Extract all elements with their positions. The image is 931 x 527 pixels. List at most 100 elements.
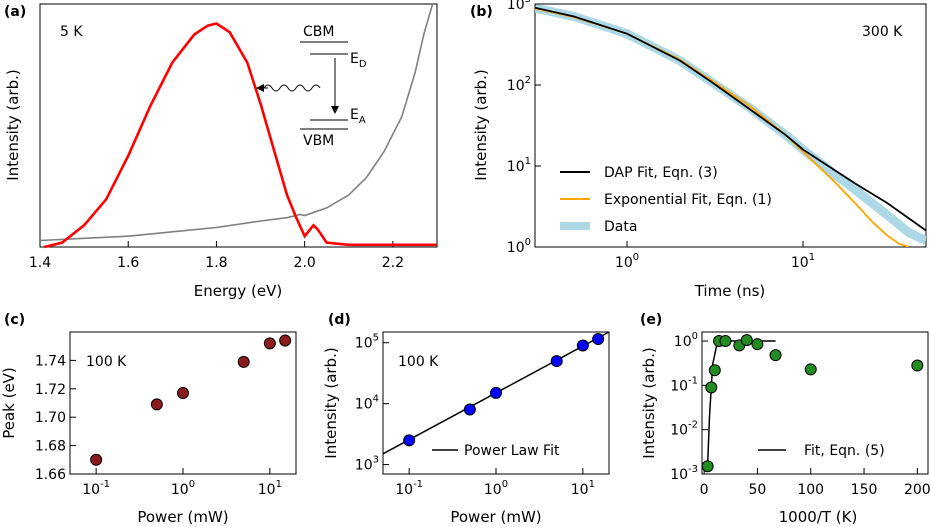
y-axis-label-d: Intensity (arb.)	[322, 347, 340, 458]
annotation-temperature-d: 100 K	[398, 354, 439, 370]
y-tick-label: 10-1	[670, 375, 698, 394]
series-group-b	[535, 4, 926, 247]
annotation-temperature-b: 300 K	[862, 24, 903, 40]
legend-b: DAP Fit, Eqn. (3) Exponential Fit, Eqn. (…	[560, 165, 772, 235]
panel-label-a: (a)	[4, 4, 26, 20]
y-tick-label: 1.74	[35, 353, 66, 369]
y-tick-label: 103	[355, 455, 379, 474]
y-tick-label: 10-2	[670, 420, 698, 439]
absorption-curve	[39, 3, 434, 242]
panel-a: (a) 1.4 1.6 1.8 2.0 2.2 5 K Energy (eV) Inte…	[4, 3, 438, 300]
panel-label-b: (b)	[470, 4, 493, 20]
data-point	[705, 381, 718, 394]
x-tick-label: 150	[851, 482, 878, 498]
data-point	[804, 363, 817, 376]
panel-d: (d) 10-1 100 101 103 104 105 100 K Power (mW)…	[322, 312, 610, 526]
series-line-1	[535, 7, 910, 247]
x-tick-label: 101	[571, 479, 595, 498]
data-point	[150, 398, 163, 411]
panel-label-c: (c)	[4, 312, 25, 328]
data-point	[576, 339, 589, 352]
y-tick-label: 103	[507, 0, 531, 13]
label-cbm: CBM	[303, 24, 334, 40]
panel-label-e: (e)	[640, 312, 662, 328]
legend-label-1: Exponential Fit, Eqn. (1)	[604, 192, 772, 208]
panel-c: (c) 10-1 100 101 1.66 1.68 1.70 1.72 1.74 100 K…	[0, 312, 297, 526]
x-tick-label: 100	[615, 252, 639, 271]
label-ea: EA	[350, 107, 366, 126]
x-axis-label-b: Time (ns)	[694, 282, 766, 300]
label-vbm: VBM	[303, 133, 334, 149]
x-tick-label: 101	[258, 479, 282, 498]
data-point	[769, 349, 782, 362]
y-tick-label: 10-3	[670, 464, 698, 483]
ticks-e: 0 50 100 150 200 10-3 10-2 10-1 100	[670, 331, 931, 498]
label-ed: ED	[350, 51, 367, 70]
band-diagram: CBM ED EA VBM	[256, 24, 367, 149]
photon-wave	[263, 84, 321, 92]
plot-frame-e	[701, 331, 929, 475]
y-tick-label: 100	[674, 331, 698, 350]
y-axis-label-a: Intensity (arb.)	[4, 69, 22, 180]
x-tick-label: 1.4	[29, 255, 51, 271]
series-group-e	[701, 334, 924, 473]
data-point	[237, 355, 250, 368]
x-axis-label-e: 1000/T (K)	[779, 508, 858, 526]
x-tick-label: 2.0	[294, 255, 316, 271]
data-point	[90, 453, 103, 466]
y-tick-label: 1.70	[35, 410, 66, 426]
y-tick-label: 105	[355, 333, 379, 352]
data-point	[403, 434, 416, 447]
plot-frame-b	[534, 3, 927, 248]
emission-curve	[44, 22, 437, 249]
y-tick-label: 100	[507, 237, 531, 256]
panel-b: (b) 100 101 100 101 102 103 300 K Time (ns) I…	[470, 0, 927, 300]
y-tick-label: 101	[507, 156, 531, 175]
x-tick-label: 10-1	[395, 479, 423, 498]
x-tick-label: 100	[484, 479, 508, 498]
data-point	[740, 334, 753, 347]
ticks-b: 100 101 100 101 102 103	[507, 0, 815, 271]
x-tick-label: 1.6	[117, 255, 139, 271]
data-point	[177, 387, 189, 400]
x-tick-label: 1.8	[205, 255, 227, 271]
data-point	[701, 460, 714, 473]
y-axis-label-e: Intensity (arb.)	[640, 347, 658, 458]
legend-label-0: DAP Fit, Eqn. (3)	[604, 165, 718, 181]
legend-label-power-law: Power Law Fit	[464, 443, 560, 459]
data-point	[719, 335, 732, 348]
series-line-0	[535, 6, 926, 232]
x-axis-label-a: Energy (eV)	[194, 282, 282, 300]
legend-label-fit-eqn5: Fit, Eqn. (5)	[804, 443, 885, 459]
x-tick-label: 100	[797, 482, 824, 498]
data-point	[550, 355, 563, 368]
y-tick-label: 104	[355, 394, 379, 413]
x-tick-label: 50	[749, 482, 767, 498]
x-tick-label: 0	[700, 482, 709, 498]
fit-eqn5-line	[706, 340, 776, 467]
annotation-temperature-c: 100 K	[86, 354, 127, 370]
x-tick-label: 101	[791, 252, 815, 271]
series-group-d	[382, 331, 610, 455]
x-tick-label: 200	[904, 482, 931, 498]
x-axis-label-c: Power (mW)	[137, 508, 228, 526]
x-tick-label: 100	[171, 479, 195, 498]
x-tick-label: 10-1	[82, 479, 110, 498]
y-tick-label: 1.68	[35, 439, 66, 455]
photon-arrowhead	[256, 84, 264, 92]
panel-e: (e) 0 50 100 150 200 10-3 10-2 10-1 100 1000/T (…	[640, 312, 931, 526]
points-c	[90, 334, 292, 466]
legend-label-2: Data	[604, 219, 637, 235]
x-tick-label: 2.2	[382, 255, 404, 271]
data-point	[592, 333, 605, 346]
annotation-temperature-a: 5 K	[60, 24, 83, 40]
data-point	[263, 337, 276, 350]
panel-label-d: (d)	[328, 312, 351, 328]
data-point	[463, 403, 476, 416]
ticks-c: 10-1 100 101 1.66 1.68 1.70 1.72 1.74	[35, 353, 282, 498]
plot-frame-a	[39, 3, 438, 248]
transition-arrowhead	[331, 106, 339, 114]
data-point	[751, 338, 764, 351]
y-tick-label: 102	[507, 75, 531, 94]
